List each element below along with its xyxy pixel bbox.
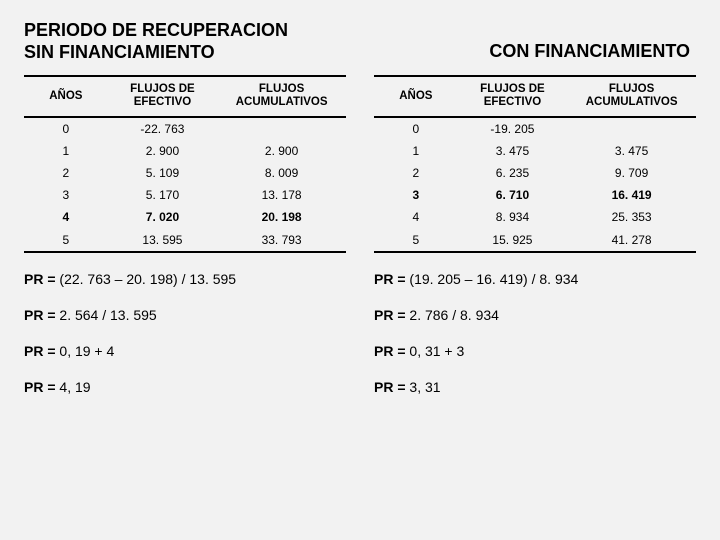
table-row: 47. 02020. 198 <box>24 206 346 228</box>
table-row: 12. 9002. 900 <box>24 140 346 162</box>
pr-line: PR = (19. 205 – 16. 419) / 8. 934 <box>374 271 696 287</box>
th-anos: AÑOS <box>374 76 458 116</box>
table-right: AÑOS FLUJOS DE EFECTIVO FLUJOS ACUMULATI… <box>374 75 696 253</box>
title-left: PERIODO DE RECUPERACION SIN FINANCIAMIEN… <box>24 20 288 63</box>
heading-row: PERIODO DE RECUPERACION SIN FINANCIAMIEN… <box>24 20 696 63</box>
table-row: 35. 17013. 178 <box>24 184 346 206</box>
table-right-wrap: AÑOS FLUJOS DE EFECTIVO FLUJOS ACUMULATI… <box>374 75 696 253</box>
table-row: 0-19. 205 <box>374 117 696 140</box>
page: PERIODO DE RECUPERACION SIN FINANCIAMIEN… <box>0 0 720 395</box>
table-row: 0-22. 763 <box>24 117 346 140</box>
pr-line: PR = 0, 31 + 3 <box>374 343 696 359</box>
th-flujos-acum: FLUJOS ACUMULATIVOS <box>217 76 346 116</box>
table-row: 48. 93425. 353 <box>374 206 696 228</box>
pr-line: PR = 3, 31 <box>374 379 696 395</box>
title-right: CON FINANCIAMIENTO <box>489 41 696 63</box>
title-left-line2: SIN FINANCIAMIENTO <box>24 42 215 62</box>
table-row: 513. 59533. 793 <box>24 229 346 252</box>
th-flujos-efectivo: FLUJOS DE EFECTIVO <box>108 76 217 116</box>
tables-row: AÑOS FLUJOS DE EFECTIVO FLUJOS ACUMULATI… <box>24 75 696 253</box>
th-anos: AÑOS <box>24 76 108 116</box>
calc-right: PR = (19. 205 – 16. 419) / 8. 934 PR = 2… <box>374 271 696 395</box>
table-row: 26. 2359. 709 <box>374 162 696 184</box>
table-row: 25. 1098. 009 <box>24 162 346 184</box>
pr-line: PR = (22. 763 – 20. 198) / 13. 595 <box>24 271 346 287</box>
table-row: 515. 92541. 278 <box>374 229 696 252</box>
calcs-row: PR = (22. 763 – 20. 198) / 13. 595 PR = … <box>24 271 696 395</box>
title-left-line1: PERIODO DE RECUPERACION <box>24 20 288 40</box>
table-left: AÑOS FLUJOS DE EFECTIVO FLUJOS ACUMULATI… <box>24 75 346 253</box>
table-row: 36. 71016. 419 <box>374 184 696 206</box>
pr-line: PR = 2. 786 / 8. 934 <box>374 307 696 323</box>
table-left-wrap: AÑOS FLUJOS DE EFECTIVO FLUJOS ACUMULATI… <box>24 75 346 253</box>
table-row: 13. 4753. 475 <box>374 140 696 162</box>
pr-line: PR = 4, 19 <box>24 379 346 395</box>
th-flujos-efectivo: FLUJOS DE EFECTIVO <box>458 76 567 116</box>
th-flujos-acum: FLUJOS ACUMULATIVOS <box>567 76 696 116</box>
calc-left: PR = (22. 763 – 20. 198) / 13. 595 PR = … <box>24 271 346 395</box>
pr-line: PR = 2. 564 / 13. 595 <box>24 307 346 323</box>
pr-line: PR = 0, 19 + 4 <box>24 343 346 359</box>
